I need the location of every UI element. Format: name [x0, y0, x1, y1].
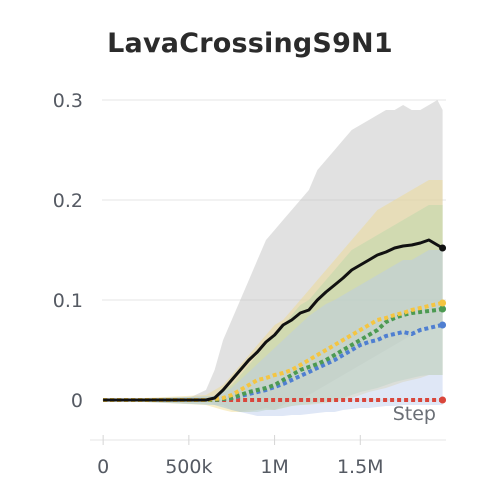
x-tick-label: 1.5M — [337, 456, 384, 478]
series-endpoint — [439, 305, 447, 313]
series-line — [103, 307, 443, 402]
chart-title: LavaCrossingS9N1 — [107, 28, 393, 59]
series-band — [103, 250, 443, 416]
x-tick-label: 500k — [165, 456, 212, 478]
series-endpoint — [439, 299, 447, 307]
axis-labels: 0 0.1 0.2 0.3 0 500k 1M 1.5M Step — [53, 90, 436, 478]
x-axis-label: Step — [393, 403, 436, 425]
series-line — [103, 238, 444, 402]
series-band — [103, 180, 443, 412]
confidence-bands — [103, 100, 443, 416]
series-endpoint — [439, 244, 447, 252]
y-tick-label: 0 — [71, 390, 83, 412]
y-tick-label: 0.2 — [53, 190, 83, 212]
x-tick-label: 0 — [97, 456, 109, 478]
series-endpoint — [439, 321, 447, 329]
series-lines — [103, 238, 447, 404]
x-tick-label: 1M — [260, 456, 288, 478]
y-tick-label: 0.3 — [53, 90, 83, 112]
series-endpoint — [439, 396, 447, 404]
series-band — [103, 205, 443, 412]
y-tick-label: 0.1 — [53, 290, 83, 312]
series-band — [103, 100, 443, 412]
series-line — [103, 301, 443, 402]
